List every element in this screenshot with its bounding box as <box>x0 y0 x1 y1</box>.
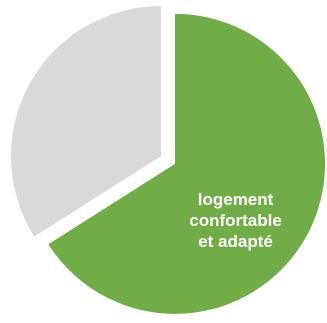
pie-slices <box>10 6 326 314</box>
pie-slice-label-line: logement <box>198 190 274 209</box>
pie-labels: logement confortable et adapté <box>189 190 282 251</box>
pie-slice-1 <box>10 6 161 237</box>
pie-slice-label-0: logement confortable et adapté <box>189 190 282 251</box>
pie-slice-label-line: et adapté <box>198 232 273 251</box>
pie-slice-0 <box>48 13 326 314</box>
pie-slice-label-line: confortable <box>189 211 282 230</box>
